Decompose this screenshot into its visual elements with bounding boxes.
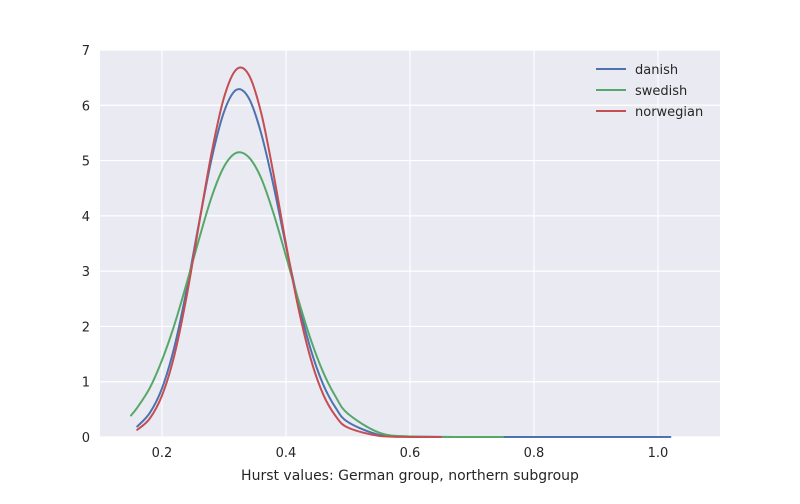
legend: danish swedish norwegian xyxy=(596,63,703,120)
y-tick-label: 6 xyxy=(82,99,90,114)
series-lines xyxy=(130,66,672,438)
series-line-norwegian xyxy=(136,66,442,438)
x-axis-label: Hurst values: German group, northern sub… xyxy=(241,468,579,484)
tick-labels: 0.2 0.4 0.6 0.8 1.0 0 1 2 3 4 5 6 7 xyxy=(82,44,669,461)
y-tick-label: 4 xyxy=(82,210,90,225)
legend-label-norwegian: norwegian xyxy=(635,105,703,120)
y-tick-label: 5 xyxy=(82,155,90,170)
x-tick-label: 1.0 xyxy=(648,446,669,461)
legend-label-swedish: swedish xyxy=(635,84,687,99)
y-tick-label: 1 xyxy=(82,376,90,391)
x-tick-label: 0.4 xyxy=(276,446,297,461)
y-tick-label: 3 xyxy=(82,265,90,280)
x-tick-label: 0.2 xyxy=(152,446,173,461)
y-tick-label: 2 xyxy=(82,320,90,335)
legend-label-danish: danish xyxy=(635,63,678,78)
y-tick-label: 7 xyxy=(82,44,90,59)
y-tick-label: 0 xyxy=(82,431,90,446)
series-line-swedish xyxy=(130,151,504,438)
x-tick-label: 0.6 xyxy=(400,446,421,461)
x-tick-label: 0.8 xyxy=(524,446,545,461)
